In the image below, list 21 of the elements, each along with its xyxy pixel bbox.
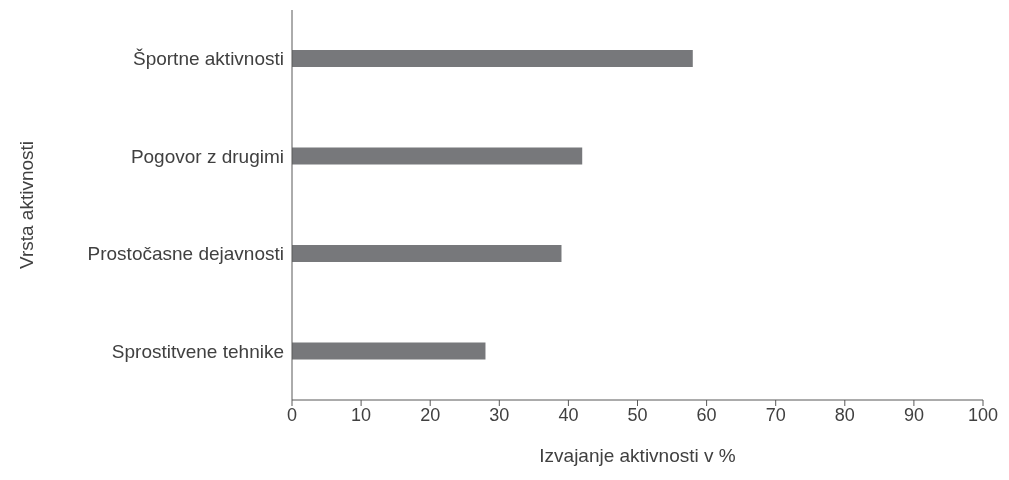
x-tick-label: 60 <box>696 404 717 425</box>
x-tick-label: 10 <box>351 404 372 425</box>
y-tick-label: Sprostitvene tehnike <box>111 340 284 362</box>
x-tick-label: 40 <box>558 404 579 425</box>
x-tick-label: 90 <box>903 404 924 425</box>
y-tick-label: Prostočasne dejavnosti <box>87 243 284 265</box>
x-tick-label: 50 <box>627 404 648 425</box>
x-tick-label: 80 <box>834 404 855 425</box>
x-tick-label: 20 <box>420 404 441 425</box>
bar <box>292 342 486 360</box>
y-tick-label: Športne aktivnosti <box>132 48 284 70</box>
x-axis-title: Izvajanje aktivnosti v % <box>539 445 736 466</box>
x-tick-label: 100 <box>967 404 999 425</box>
x-tick-label: 70 <box>765 404 786 425</box>
bar <box>292 245 562 262</box>
bar <box>292 147 583 165</box>
y-axis-title: Vrsta aktivnosti <box>15 140 37 270</box>
x-tick-label: 30 <box>489 404 510 425</box>
bar <box>292 50 693 67</box>
y-tick-label: Pogovor z drugimi <box>130 145 284 167</box>
x-tick-label: 0 <box>286 404 298 425</box>
